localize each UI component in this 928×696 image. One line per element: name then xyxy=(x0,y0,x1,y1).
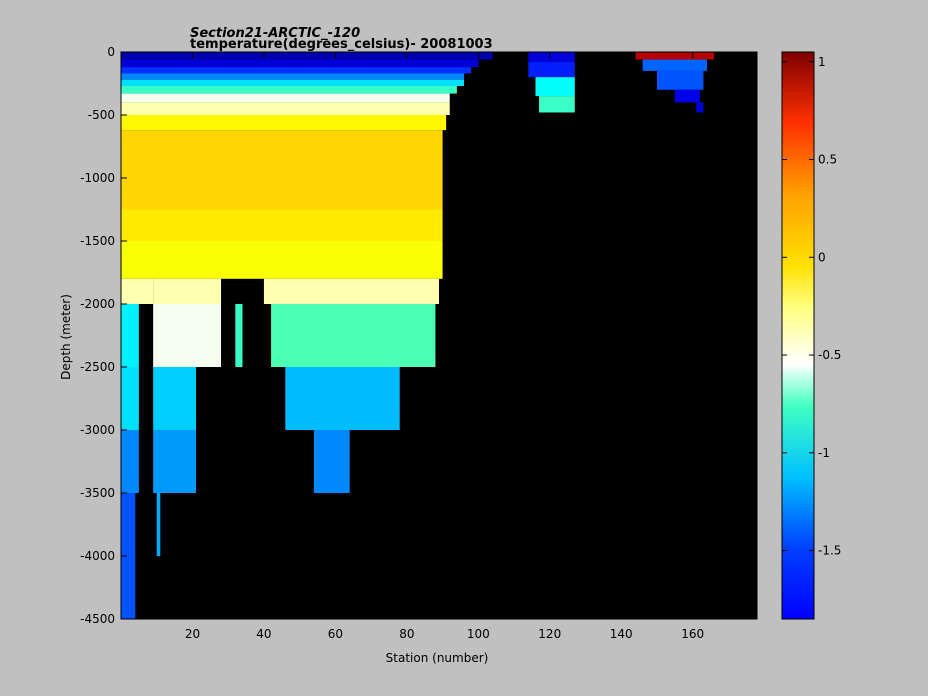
heatmap-cell xyxy=(696,102,704,113)
heatmap-cell xyxy=(285,367,400,430)
heatmap-cell xyxy=(121,86,457,94)
x-tick-label: 120 xyxy=(538,627,561,641)
y-tick-label: -1500 xyxy=(80,234,115,248)
x-tick-label: 140 xyxy=(610,627,633,641)
y-tick-label: 0 xyxy=(107,45,115,59)
heatmap-cell xyxy=(121,430,139,493)
heatmap-cell xyxy=(121,73,465,80)
heatmap-cells xyxy=(121,52,715,619)
y-tick-label: -2000 xyxy=(80,297,115,311)
y-tick-label: -1000 xyxy=(80,171,115,185)
heatmap-cell xyxy=(642,59,707,71)
heatmap-cell xyxy=(121,209,443,241)
heatmap-cell xyxy=(121,130,443,210)
y-tick-label: -3000 xyxy=(80,423,115,437)
heatmap-cell xyxy=(635,52,715,60)
y-tick-label: -3500 xyxy=(80,486,115,500)
colorbar-ticks: 1 0.5 0 -0.5 -1 -1.5 xyxy=(782,55,841,558)
x-tick-label: 100 xyxy=(467,627,490,641)
x-axis-label: Station (number) xyxy=(386,651,489,665)
heatmap-cell xyxy=(153,367,197,430)
chart-subtitle: temperature(degrees_celsius)- 20081003 xyxy=(190,37,493,52)
colorbar-tick-label: 0.5 xyxy=(818,153,837,167)
heatmap-cell xyxy=(121,102,450,115)
heatmap-cell xyxy=(263,278,439,304)
heatmap-cell xyxy=(121,241,443,279)
heatmap-cell xyxy=(121,115,447,131)
heatmap-cell xyxy=(156,493,161,556)
heatmap-cell xyxy=(535,77,575,97)
heatmap-cell xyxy=(153,430,197,493)
colorbar-tick-label: -1.5 xyxy=(818,544,841,558)
heatmap-cell xyxy=(528,52,575,63)
x-axis-ticks: 20 40 60 80 100 120 140 160 xyxy=(185,52,704,641)
heatmap-cell xyxy=(121,304,139,367)
colorbar-tick-label: 0 xyxy=(818,250,826,264)
x-tick-label: 20 xyxy=(185,627,200,641)
heatmap-cell xyxy=(121,67,472,74)
heatmap-cell xyxy=(528,62,575,78)
heatmap-cell xyxy=(271,304,436,367)
heatmap-cell xyxy=(121,79,465,87)
plot-frame xyxy=(120,51,758,620)
y-tick-label: -500 xyxy=(88,108,115,122)
heatmap-cell xyxy=(121,52,493,60)
heatmap-cell xyxy=(313,430,350,493)
heatmap-cell xyxy=(235,304,243,367)
x-tick-label: 80 xyxy=(399,627,414,641)
colorbar-tick-label: -0.5 xyxy=(818,348,841,362)
y-axis-label: Depth (meter) xyxy=(59,294,73,380)
y-tick-label: -2500 xyxy=(80,360,115,374)
x-tick-label: 160 xyxy=(681,627,704,641)
heatmap-cell xyxy=(121,93,450,103)
x-tick-label: 40 xyxy=(256,627,271,641)
y-tick-label: -4500 xyxy=(80,612,115,626)
heatmap-cell xyxy=(674,89,700,103)
colorbar-tick-label: 1 xyxy=(818,55,826,69)
heatmap-cell xyxy=(153,278,222,304)
heatmap-cell xyxy=(121,278,154,304)
y-tick-label: -4000 xyxy=(80,549,115,563)
heatmap-cell xyxy=(539,96,575,113)
heatmap-cell xyxy=(121,59,479,68)
heatmap-cell xyxy=(656,70,704,90)
chart-title: Section21-ARCTIC_-120 xyxy=(190,26,360,41)
x-tick-label: 60 xyxy=(328,627,343,641)
heatmap-cell xyxy=(121,493,136,619)
heatmap-cell xyxy=(121,367,139,430)
colorbar xyxy=(781,51,815,620)
y-axis-ticks: 0 -500 -1000 -1500 -2000 -2500 -3000 -3500 -4000… xyxy=(80,45,757,626)
colorbar-tick-label: -1 xyxy=(818,446,830,460)
heatmap-cell xyxy=(153,304,222,367)
